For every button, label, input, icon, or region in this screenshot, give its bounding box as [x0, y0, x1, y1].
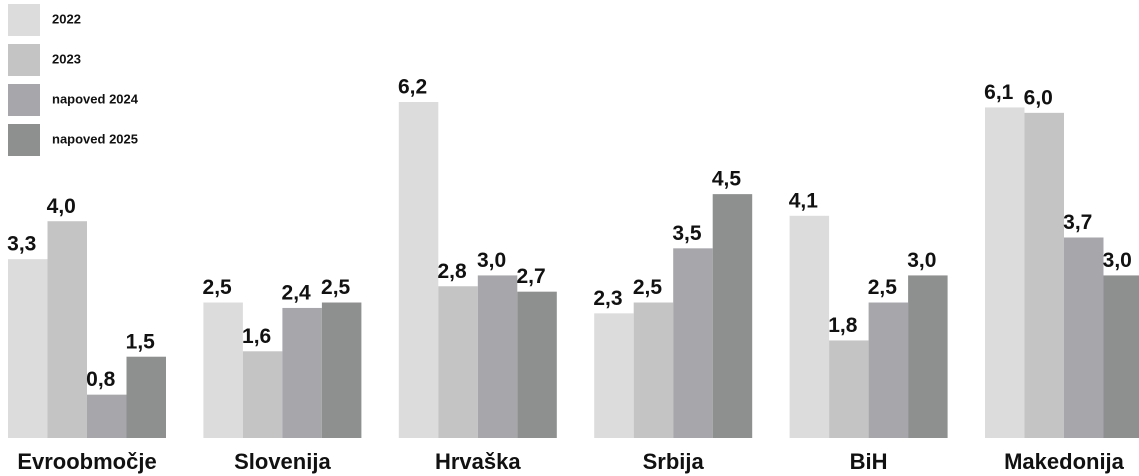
category-label: BiH — [850, 449, 888, 474]
bar — [1064, 237, 1104, 438]
value-label: 2,3 — [593, 287, 622, 310]
bar — [203, 302, 243, 438]
value-label: 3,5 — [672, 222, 702, 245]
bar — [398, 102, 439, 438]
value-label: 3,0 — [907, 249, 936, 272]
bar — [242, 351, 283, 438]
value-label: 2,4 — [282, 281, 312, 304]
value-label: 3,0 — [477, 249, 506, 272]
value-label: 2,5 — [203, 276, 233, 299]
value-label: 1,6 — [242, 325, 271, 348]
category-label: Hrvaška — [435, 449, 521, 474]
bar — [321, 302, 362, 438]
bar — [633, 302, 674, 438]
legend-swatch — [8, 84, 40, 116]
legend-label: 2022 — [52, 11, 81, 26]
bar — [517, 291, 557, 438]
value-label: 0,8 — [86, 368, 116, 391]
legend-label: 2023 — [52, 51, 81, 66]
bar — [908, 275, 948, 438]
bar — [829, 340, 869, 438]
legend-swatch — [8, 124, 40, 156]
bar — [712, 194, 753, 438]
bar — [477, 275, 518, 438]
value-label: 3,0 — [1103, 249, 1132, 272]
bar — [1024, 112, 1064, 438]
category-label: Slovenija — [234, 449, 331, 474]
value-label: 3,3 — [7, 233, 36, 256]
value-label: 2,5 — [633, 276, 663, 299]
legend-label: napoved 2024 — [52, 91, 139, 106]
bar — [594, 313, 634, 438]
bar — [282, 307, 322, 438]
value-label: 4,5 — [712, 168, 742, 191]
value-label: 2,8 — [437, 260, 467, 283]
bar — [1103, 275, 1139, 438]
legend-swatch — [8, 4, 40, 36]
bar — [8, 259, 48, 438]
value-label: 4,1 — [789, 189, 819, 212]
category-label: Srbija — [643, 449, 705, 474]
category-label: Makedonija — [1004, 449, 1125, 474]
value-label: 2,7 — [516, 265, 545, 288]
bar — [673, 248, 713, 438]
bar — [868, 302, 909, 438]
bar — [985, 107, 1025, 438]
value-label: 6,0 — [1024, 86, 1053, 109]
value-label: 1,8 — [828, 314, 858, 337]
value-label: 2,5 — [868, 276, 898, 299]
bar — [87, 394, 127, 438]
legend-swatch — [8, 44, 40, 76]
value-label: 6,2 — [398, 76, 427, 99]
value-label: 2,5 — [321, 276, 351, 299]
value-label: 3,7 — [1063, 211, 1092, 234]
bar — [126, 356, 166, 438]
value-label: 4,0 — [47, 195, 76, 218]
value-label: 1,5 — [126, 330, 156, 353]
value-label: 6,1 — [984, 81, 1014, 104]
bar — [47, 221, 87, 438]
bar — [438, 286, 478, 438]
category-label: Evroobmočje — [17, 449, 156, 474]
legend-label: napoved 2025 — [52, 131, 138, 146]
bar — [789, 215, 830, 438]
